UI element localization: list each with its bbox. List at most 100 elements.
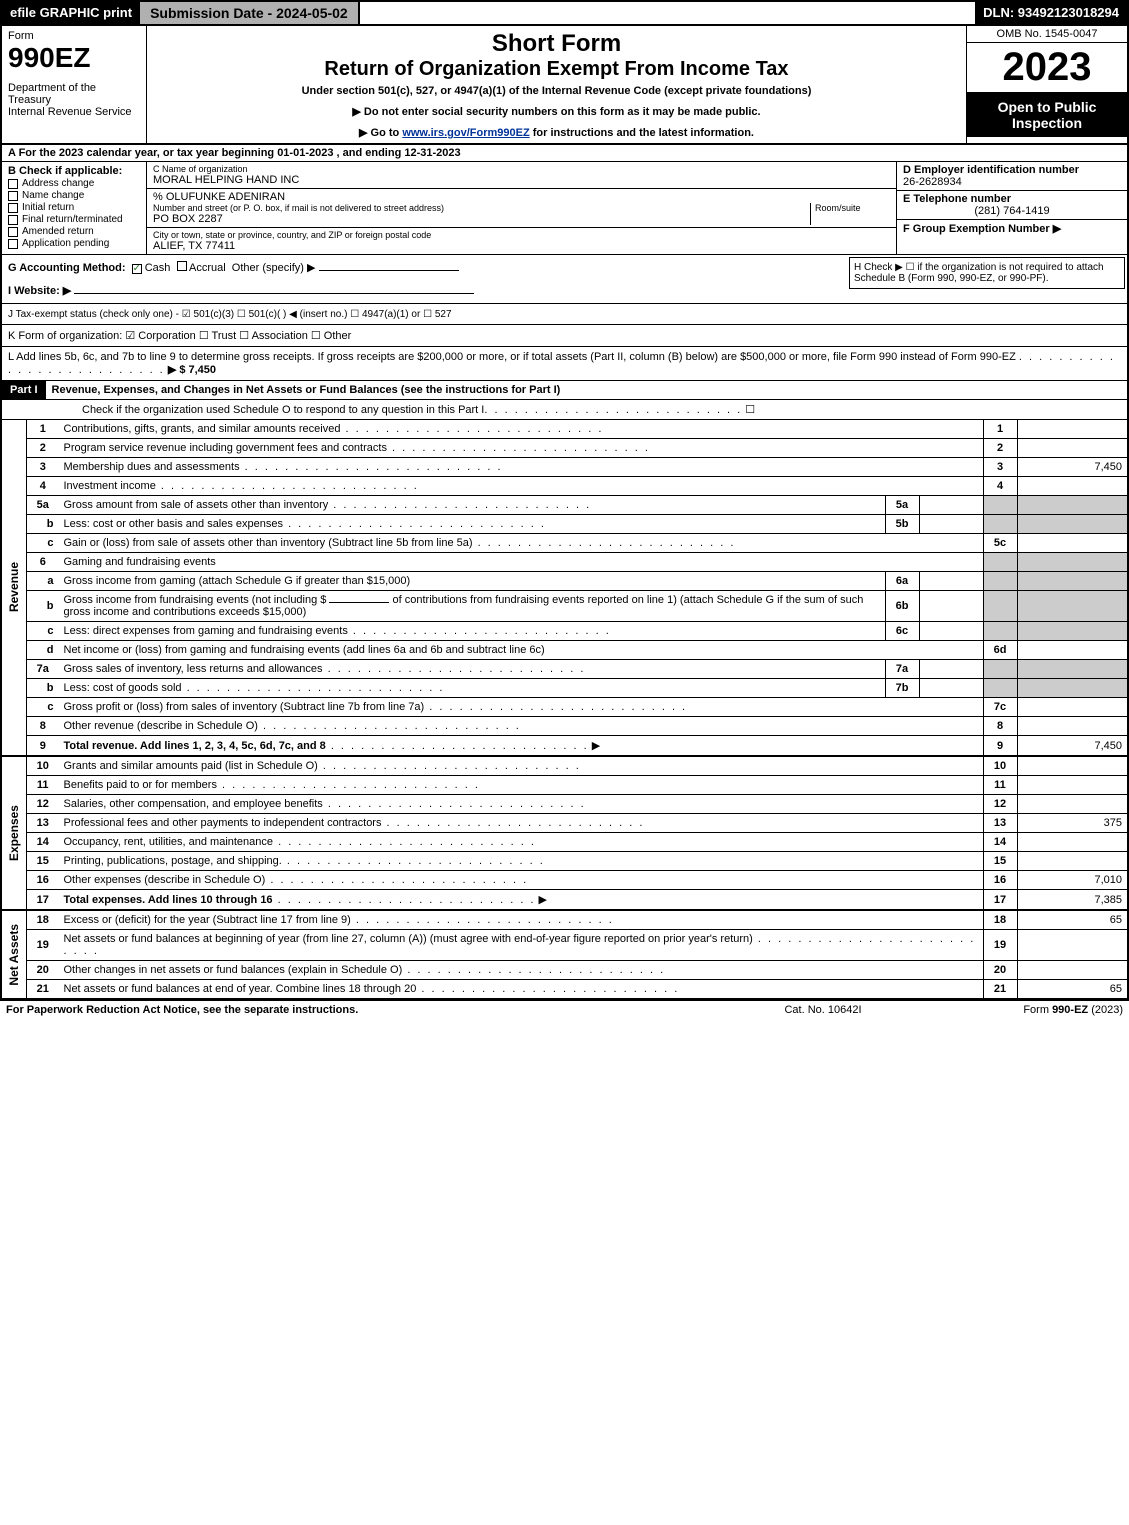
inst2-post: for instructions and the latest informat… — [530, 127, 754, 139]
cb-application-pending[interactable]: Application pending — [8, 238, 140, 249]
omb-number: OMB No. 1545-0047 — [967, 26, 1127, 43]
label-org-name: C Name of organization — [153, 164, 890, 174]
header-center: Short Form Return of Organization Exempt… — [147, 26, 967, 143]
label-address: Number and street (or P. O. box, if mail… — [153, 203, 810, 213]
efile-label[interactable]: efile GRAPHIC print — [2, 2, 140, 24]
cb-initial-return[interactable]: Initial return — [8, 202, 140, 213]
line-6c: cLess: direct expenses from gaming and f… — [2, 622, 1127, 641]
line-3: 3Membership dues and assessments37,450 — [2, 458, 1127, 477]
footer-left: For Paperwork Reduction Act Notice, see … — [6, 1004, 723, 1016]
inst2-pre: ▶ Go to — [359, 127, 402, 139]
line-11: 11Benefits paid to or for members11 — [2, 776, 1127, 795]
section-a: A For the 2023 calendar year, or tax yea… — [0, 145, 1129, 162]
section-b: B Check if applicable: Address change Na… — [2, 162, 147, 254]
g-label: G Accounting Method: — [8, 262, 126, 274]
tax-year: 2023 — [967, 43, 1127, 93]
under-section: Under section 501(c), 527, or 4947(a)(1)… — [151, 85, 962, 97]
label-phone: E Telephone number — [903, 193, 1121, 205]
line-5c: cGain or (loss) from sale of assets othe… — [2, 534, 1127, 553]
line-8: 8Other revenue (describe in Schedule O)8 — [2, 717, 1127, 736]
line-18: Net Assets 18Excess or (deficit) for the… — [2, 910, 1127, 930]
line-6d: dNet income or (loss) from gaming and fu… — [2, 641, 1127, 660]
section-k: K Form of organization: ☑ Corporation ☐ … — [0, 325, 1129, 347]
label-ein: D Employer identification number — [903, 164, 1121, 176]
line-19: 19Net assets or fund balances at beginni… — [2, 930, 1127, 961]
section-l: L Add lines 5b, 6c, and 7b to line 9 to … — [0, 347, 1129, 381]
label-room: Room/suite — [815, 203, 890, 213]
line-13: 13Professional fees and other payments t… — [2, 814, 1127, 833]
ein: 26-2628934 — [903, 176, 1121, 188]
revenue-label: Revenue — [7, 562, 21, 612]
footer: For Paperwork Reduction Act Notice, see … — [0, 1000, 1129, 1019]
footer-cat: Cat. No. 10642I — [723, 1004, 923, 1016]
section-d: D Employer identification number 26-2628… — [897, 162, 1127, 254]
address: PO BOX 2287 — [153, 213, 810, 225]
line-7c: cGross profit or (loss) from sales of in… — [2, 698, 1127, 717]
cb-amended-return[interactable]: Amended return — [8, 226, 140, 237]
line-5a: 5aGross amount from sale of assets other… — [2, 496, 1127, 515]
footer-form: Form 990-EZ (2023) — [923, 1004, 1123, 1016]
line-12: 12Salaries, other compensation, and empl… — [2, 795, 1127, 814]
line-21: 21Net assets or fund balances at end of … — [2, 980, 1127, 1000]
line-20: 20Other changes in net assets or fund ba… — [2, 961, 1127, 980]
instruction-ssn: ▶ Do not enter social security numbers o… — [151, 105, 962, 118]
line-1: Revenue 1 Contributions, gifts, grants, … — [2, 420, 1127, 439]
label-city: City or town, state or province, country… — [153, 230, 890, 240]
line-9: 9Total revenue. Add lines 1, 2, 3, 4, 5c… — [2, 736, 1127, 757]
line-2: 2Program service revenue including gover… — [2, 439, 1127, 458]
cb-name-change[interactable]: Name change — [8, 190, 140, 201]
line-15: 15Printing, publications, postage, and s… — [2, 852, 1127, 871]
line-4: 4Investment income4 — [2, 477, 1127, 496]
phone: (281) 764-1419 — [903, 205, 1121, 217]
part1-label: Part I — [2, 381, 46, 399]
section-g: G Accounting Method: Cash Accrual Other … — [8, 261, 841, 274]
cb-address-change[interactable]: Address change — [8, 178, 140, 189]
sections-bcd: B Check if applicable: Address change Na… — [0, 162, 1129, 255]
sections-gh: G Accounting Method: Cash Accrual Other … — [0, 255, 1129, 304]
line-5b: bLess: cost or other basis and sales exp… — [2, 515, 1127, 534]
label-group-exemption: F Group Exemption Number ▶ — [903, 222, 1121, 235]
city-state-zip: ALIEF, TX 77411 — [153, 240, 890, 252]
line-10: Expenses 10Grants and similar amounts pa… — [2, 756, 1127, 776]
top-bar: efile GRAPHIC print Submission Date - 20… — [0, 0, 1129, 26]
irs-link[interactable]: www.irs.gov/Form990EZ — [402, 127, 529, 139]
expenses-label: Expenses — [7, 805, 21, 861]
header-right: OMB No. 1545-0047 2023 Open to Public In… — [967, 26, 1127, 143]
netassets-label: Net Assets — [7, 924, 21, 986]
section-a-text: A For the 2023 calendar year, or tax yea… — [8, 147, 461, 159]
section-h: H Check ▶ ☐ if the organization is not r… — [849, 257, 1125, 289]
line-6b: bGross income from fundraising events (n… — [2, 591, 1127, 622]
short-form-title: Short Form — [151, 30, 962, 58]
header-block: Form 990EZ Department of the Treasury In… — [0, 26, 1129, 145]
line-16: 16Other expenses (describe in Schedule O… — [2, 871, 1127, 890]
lines-table: Revenue 1 Contributions, gifts, grants, … — [0, 420, 1129, 1000]
line-7a: 7aGross sales of inventory, less returns… — [2, 660, 1127, 679]
line-17: 17Total expenses. Add lines 10 through 1… — [2, 890, 1127, 911]
care-of: % OLUFUNKE ADENIRAN — [153, 191, 890, 203]
cb-final-return[interactable]: Final return/terminated — [8, 214, 140, 225]
dln-label: DLN: 93492123018294 — [975, 2, 1127, 24]
part1-title: Revenue, Expenses, and Changes in Net As… — [46, 381, 1127, 399]
form-word: Form — [8, 30, 140, 42]
l-value: ▶ $ 7,450 — [168, 364, 216, 376]
line-6: 6Gaming and fundraising events — [2, 553, 1127, 572]
section-c: C Name of organization MORAL HELPING HAN… — [147, 162, 897, 254]
department: Department of the Treasury Internal Reve… — [8, 82, 140, 118]
header-left: Form 990EZ Department of the Treasury In… — [2, 26, 147, 143]
line-6a: aGross income from gaming (attach Schedu… — [2, 572, 1127, 591]
instruction-goto: ▶ Go to www.irs.gov/Form990EZ for instru… — [151, 126, 962, 139]
open-public: Open to Public Inspection — [967, 93, 1127, 137]
return-title: Return of Organization Exempt From Incom… — [151, 58, 962, 81]
line-7b: bLess: cost of goods sold7b — [2, 679, 1127, 698]
section-i: I Website: ▶ — [8, 284, 841, 297]
cb-accrual[interactable] — [177, 261, 187, 271]
cb-cash[interactable] — [132, 264, 142, 274]
form-number: 990EZ — [8, 42, 140, 74]
submission-date: Submission Date - 2024-05-02 — [140, 2, 360, 24]
org-name: MORAL HELPING HAND INC — [153, 174, 890, 186]
part1-check: Check if the organization used Schedule … — [0, 400, 1129, 420]
line-14: 14Occupancy, rent, utilities, and mainte… — [2, 833, 1127, 852]
section-j: J Tax-exempt status (check only one) - ☑… — [0, 304, 1129, 325]
part1-header: Part I Revenue, Expenses, and Changes in… — [0, 381, 1129, 400]
section-b-title: B Check if applicable: — [8, 165, 140, 177]
